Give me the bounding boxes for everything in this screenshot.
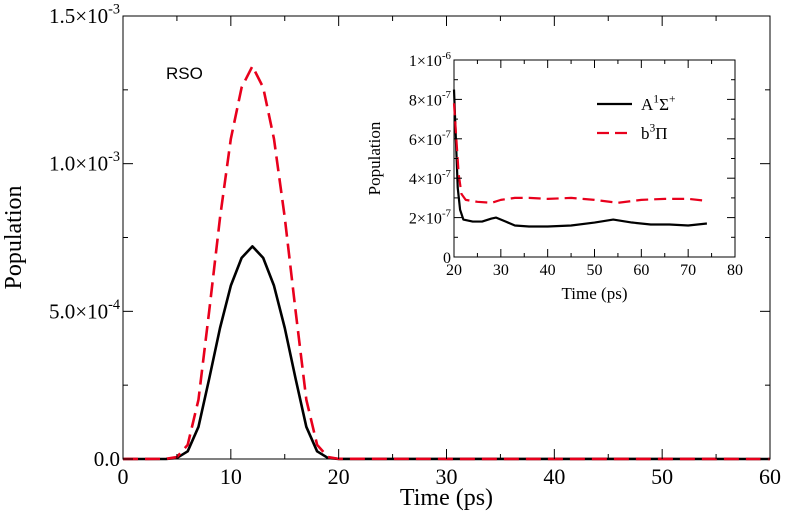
inset-y-tick-label: 4×10-7 — [409, 168, 452, 188]
legend-label-0-part: 1 — [653, 92, 659, 105]
inset-y-tick-label-part: 6×10 — [409, 132, 442, 149]
main-y-tick-label-part: -3 — [108, 149, 120, 165]
main-x-tick-label: 40 — [543, 464, 565, 489]
inset-x-tick-label: 60 — [633, 262, 649, 279]
inset-y-tick-label: 8×10-7 — [409, 89, 452, 109]
inset-y-tick-label: 2×10-7 — [409, 207, 452, 227]
inset-plot: 20 30 40 50 60 70 8002×10-74×10-76×10-78×10-71… — [365, 50, 743, 303]
main-x-tick-label: 0 — [118, 464, 129, 489]
inset-y-tick-label-part: 2×10 — [409, 211, 442, 228]
inset-y-tick-label: 1×10-6 — [409, 50, 452, 70]
main-y-tick-label-part: 1.5×10 — [49, 4, 108, 28]
rso-annotation: RSO — [166, 64, 203, 83]
main-y-tick-label: 0.0 — [94, 447, 120, 471]
main-x-axis-label: Time (ps) — [400, 485, 493, 511]
main-y-tick-label: 5.0×10-4 — [49, 297, 120, 323]
main-y-tick-label-part: 0.0 — [94, 447, 120, 471]
inset-x-axis-label: Time (ps) — [562, 284, 628, 303]
legend-label-1-part: 3 — [650, 121, 656, 134]
main-series-line-0 — [122, 245, 771, 461]
legend-label-0: A1Σ+ — [641, 92, 675, 114]
main-x-tick-label: 10 — [220, 464, 242, 489]
inset-x-tick-label: 30 — [493, 262, 509, 279]
main-series-line-1 — [122, 64, 771, 461]
main-y-tick-label-part: 1.0×10 — [49, 152, 108, 176]
main-y-tick-label-part: -4 — [108, 297, 120, 313]
main-x-tick-label: 60 — [759, 464, 781, 489]
inset-y-tick-label: 6×10-7 — [409, 129, 452, 149]
legend-label-1-part: b — [641, 124, 650, 143]
inset-y-tick-label-part: 0 — [443, 250, 451, 267]
inset-y-tick-label: 0 — [443, 250, 451, 267]
inset-x-tick-label: 70 — [680, 262, 696, 279]
inset-y-tick-label-part: 8×10 — [409, 92, 442, 109]
inset-x-tick-label: 50 — [587, 262, 603, 279]
main-y-tick-label: 1.0×10-3 — [49, 149, 120, 175]
inset-y-tick-label-part: -6 — [442, 50, 452, 62]
inset-x-tick-label: 80 — [727, 262, 743, 279]
inset-series-line-1 — [452, 103, 708, 204]
main-plot: 0 10 20 30 40 50 600.05.0×10-41.0×10-31.5×10-3… — [1, 2, 781, 511]
legend-label-0-part: Σ — [659, 95, 669, 114]
inset-plot-frame — [453, 59, 736, 258]
inset-series-line-0 — [452, 89, 708, 228]
inset-x-tick-label: 20 — [446, 262, 462, 279]
inset-y-tick-label-part: 4×10 — [409, 171, 442, 188]
inset-y-tick-label-part: -7 — [442, 207, 452, 219]
legend-label-1-part: Π — [655, 124, 667, 143]
main-x-tick-label: 50 — [651, 464, 673, 489]
main-x-tick-label: 20 — [328, 464, 350, 489]
inset-x-tick-label: 40 — [540, 262, 556, 279]
legend-label-0-part: A — [641, 95, 654, 114]
inset-y-tick-label-part: -7 — [442, 168, 452, 180]
main-y-tick-label-part: -3 — [108, 2, 120, 18]
inset-y-axis-label: Population — [365, 121, 384, 195]
inset-y-tick-label-part: 1×10 — [409, 53, 442, 70]
main-x-tick-label: 30 — [436, 464, 458, 489]
inset-y-tick-label-part: -7 — [442, 129, 452, 141]
legend-label-0-part: + — [669, 92, 676, 105]
main-y-tick-label: 1.5×10-3 — [49, 2, 120, 28]
legend-label-1: b3Π — [641, 121, 668, 143]
inset-y-tick-label-part: -7 — [442, 89, 452, 101]
main-y-axis-label: Population — [1, 185, 27, 289]
main-y-tick-label-part: 5.0×10 — [49, 299, 108, 323]
